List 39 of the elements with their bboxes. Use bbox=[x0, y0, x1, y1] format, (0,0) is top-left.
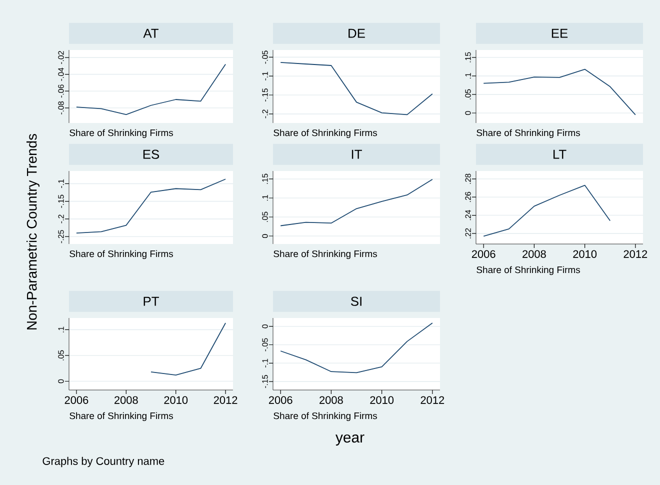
text: Non-Parametric Country Trends bbox=[26, 134, 40, 330]
chart-title: LT bbox=[553, 150, 566, 159]
x-tick-label: 2006 bbox=[64, 396, 88, 404]
line-series bbox=[483, 184, 611, 237]
x-tick-label: 2008 bbox=[114, 396, 138, 404]
x-tick-label: 2010 bbox=[164, 396, 188, 404]
x-axis-title: Share of Shrinking Firms bbox=[274, 250, 377, 260]
chart-title: ES bbox=[143, 150, 160, 159]
chart-title: EE bbox=[552, 28, 568, 38]
chart-title: PT bbox=[144, 296, 159, 306]
line-series bbox=[280, 62, 433, 116]
x-tick-label: 2012 bbox=[624, 250, 648, 258]
x-tick-label: 2006 bbox=[268, 396, 292, 404]
x-axis-title: Share of Shrinking Firms bbox=[476, 129, 580, 138]
chart-title: SI bbox=[350, 296, 362, 306]
line-series bbox=[280, 322, 433, 374]
line-series bbox=[76, 178, 226, 234]
x-axis-title: Share of Shrinking Firms bbox=[274, 412, 377, 422]
x-axis-title: Share of Shrinking Firms bbox=[476, 266, 580, 276]
x-tick-label: 2008 bbox=[320, 396, 343, 404]
line-series bbox=[150, 322, 226, 376]
chart-title: DE bbox=[348, 28, 365, 38]
x-tick-label: 2012 bbox=[420, 396, 444, 404]
text: Graphs by Country name bbox=[42, 456, 164, 468]
chart-title: AT bbox=[143, 28, 158, 38]
x-tick-label: 2006 bbox=[472, 250, 496, 258]
x-tick-label: 2010 bbox=[573, 250, 597, 258]
line-series bbox=[280, 178, 433, 226]
text: year bbox=[336, 434, 364, 446]
x-axis-title: Share of Shrinking Firms bbox=[274, 129, 377, 138]
x-tick-label: 2008 bbox=[522, 250, 546, 258]
line-series bbox=[483, 68, 636, 116]
chart-title: IT bbox=[352, 150, 362, 159]
line-series bbox=[76, 64, 226, 116]
x-tick-label: 2010 bbox=[370, 396, 394, 404]
x-axis-title: Share of Shrinking Firms bbox=[70, 412, 173, 422]
x-axis-title: Share of Shrinking Firms bbox=[70, 250, 173, 260]
x-tick-label: 2012 bbox=[214, 396, 238, 404]
x-axis-title: Share of Shrinking Firms bbox=[70, 129, 173, 138]
